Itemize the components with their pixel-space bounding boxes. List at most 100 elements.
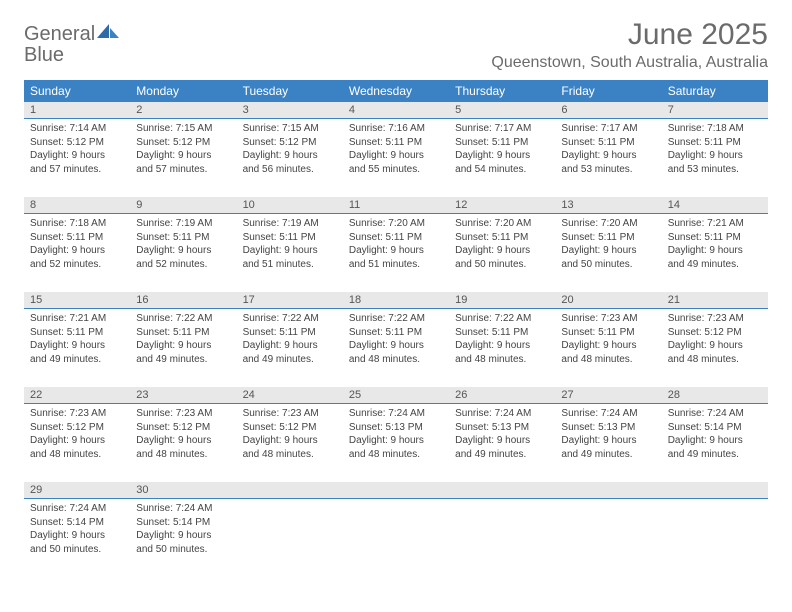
day-number: 25 xyxy=(343,387,449,403)
sunrise-text: Sunrise: 7:23 AM xyxy=(243,407,337,421)
day-number: 22 xyxy=(24,387,130,403)
daylight-text: Daylight: 9 hours xyxy=(349,339,443,353)
sunrise-text: Sunrise: 7:20 AM xyxy=(349,217,443,231)
day-number: 17 xyxy=(237,292,343,308)
weekday-header: Friday xyxy=(555,80,661,102)
daylight-text: and 48 minutes. xyxy=(349,448,443,462)
week-row: Sunrise: 7:21 AMSunset: 5:11 PMDaylight:… xyxy=(24,309,768,387)
day-cell: Sunrise: 7:24 AMSunset: 5:13 PMDaylight:… xyxy=(449,404,555,482)
sunrise-text: Sunrise: 7:22 AM xyxy=(243,312,337,326)
sunrise-text: Sunrise: 7:17 AM xyxy=(561,122,655,136)
day-number: 12 xyxy=(449,197,555,213)
daylight-text: Daylight: 9 hours xyxy=(136,149,230,163)
day-cell: Sunrise: 7:24 AMSunset: 5:14 PMDaylight:… xyxy=(662,404,768,482)
day-number: 14 xyxy=(662,197,768,213)
day-number: 18 xyxy=(343,292,449,308)
week-row: Sunrise: 7:14 AMSunset: 5:12 PMDaylight:… xyxy=(24,119,768,197)
sunrise-text: Sunrise: 7:24 AM xyxy=(455,407,549,421)
day-number: 29 xyxy=(24,482,130,498)
daylight-text: and 49 minutes. xyxy=(561,448,655,462)
location-subtitle: Queenstown, South Australia, Australia xyxy=(491,54,768,72)
week-row: Sunrise: 7:18 AMSunset: 5:11 PMDaylight:… xyxy=(24,214,768,292)
daylight-text: and 53 minutes. xyxy=(561,163,655,177)
day-number xyxy=(662,482,768,498)
day-number: 16 xyxy=(130,292,236,308)
sunset-text: Sunset: 5:13 PM xyxy=(561,421,655,435)
week-row: Sunrise: 7:24 AMSunset: 5:14 PMDaylight:… xyxy=(24,499,768,577)
day-cell: Sunrise: 7:21 AMSunset: 5:11 PMDaylight:… xyxy=(662,214,768,292)
day-cell: Sunrise: 7:16 AMSunset: 5:11 PMDaylight:… xyxy=(343,119,449,197)
calendar-page: General Blue June 2025 Queenstown, South… xyxy=(0,0,792,595)
sunset-text: Sunset: 5:11 PM xyxy=(455,326,549,340)
sunset-text: Sunset: 5:11 PM xyxy=(243,326,337,340)
day-cell: Sunrise: 7:19 AMSunset: 5:11 PMDaylight:… xyxy=(130,214,236,292)
sunset-text: Sunset: 5:14 PM xyxy=(30,516,124,530)
daylight-text: and 50 minutes. xyxy=(455,258,549,272)
daylight-text: and 56 minutes. xyxy=(243,163,337,177)
day-cell xyxy=(343,499,449,577)
day-cell: Sunrise: 7:14 AMSunset: 5:12 PMDaylight:… xyxy=(24,119,130,197)
daylight-text: Daylight: 9 hours xyxy=(349,149,443,163)
daylight-text: and 49 minutes. xyxy=(136,353,230,367)
calendar-grid: Sunday Monday Tuesday Wednesday Thursday… xyxy=(24,80,768,577)
daylight-text: Daylight: 9 hours xyxy=(668,244,762,258)
sunrise-text: Sunrise: 7:20 AM xyxy=(455,217,549,231)
daylight-text: Daylight: 9 hours xyxy=(668,434,762,448)
day-cell: Sunrise: 7:20 AMSunset: 5:11 PMDaylight:… xyxy=(555,214,661,292)
logo-text: General Blue xyxy=(24,24,119,66)
day-number: 24 xyxy=(237,387,343,403)
day-number: 8 xyxy=(24,197,130,213)
sunset-text: Sunset: 5:11 PM xyxy=(668,136,762,150)
daylight-text: and 53 minutes. xyxy=(668,163,762,177)
day-number-row: 2930 xyxy=(24,482,768,499)
day-cell: Sunrise: 7:24 AMSunset: 5:14 PMDaylight:… xyxy=(24,499,130,577)
day-cell: Sunrise: 7:24 AMSunset: 5:13 PMDaylight:… xyxy=(343,404,449,482)
day-number: 26 xyxy=(449,387,555,403)
daylight-text: and 49 minutes. xyxy=(668,258,762,272)
day-cell: Sunrise: 7:22 AMSunset: 5:11 PMDaylight:… xyxy=(130,309,236,387)
day-number: 11 xyxy=(343,197,449,213)
sunrise-text: Sunrise: 7:15 AM xyxy=(243,122,337,136)
day-number: 20 xyxy=(555,292,661,308)
sunrise-text: Sunrise: 7:19 AM xyxy=(136,217,230,231)
daylight-text: and 48 minutes. xyxy=(30,448,124,462)
sunrise-text: Sunrise: 7:19 AM xyxy=(243,217,337,231)
day-number: 28 xyxy=(662,387,768,403)
day-cell: Sunrise: 7:20 AMSunset: 5:11 PMDaylight:… xyxy=(343,214,449,292)
day-number: 6 xyxy=(555,102,661,118)
sunrise-text: Sunrise: 7:17 AM xyxy=(455,122,549,136)
logo: General Blue xyxy=(24,24,119,66)
sunrise-text: Sunrise: 7:23 AM xyxy=(30,407,124,421)
daylight-text: Daylight: 9 hours xyxy=(561,434,655,448)
week-row: Sunrise: 7:23 AMSunset: 5:12 PMDaylight:… xyxy=(24,404,768,482)
day-cell: Sunrise: 7:22 AMSunset: 5:11 PMDaylight:… xyxy=(343,309,449,387)
sunrise-text: Sunrise: 7:23 AM xyxy=(668,312,762,326)
daylight-text: and 50 minutes. xyxy=(30,543,124,557)
daylight-text: and 50 minutes. xyxy=(561,258,655,272)
sunrise-text: Sunrise: 7:18 AM xyxy=(668,122,762,136)
daylight-text: Daylight: 9 hours xyxy=(136,529,230,543)
sunset-text: Sunset: 5:11 PM xyxy=(561,231,655,245)
daylight-text: and 52 minutes. xyxy=(30,258,124,272)
daylight-text: Daylight: 9 hours xyxy=(243,339,337,353)
daylight-text: and 48 minutes. xyxy=(349,353,443,367)
daylight-text: and 49 minutes. xyxy=(243,353,337,367)
sunrise-text: Sunrise: 7:21 AM xyxy=(30,312,124,326)
day-number xyxy=(237,482,343,498)
sunset-text: Sunset: 5:11 PM xyxy=(455,136,549,150)
daylight-text: and 55 minutes. xyxy=(349,163,443,177)
weekday-header: Monday xyxy=(130,80,236,102)
daylight-text: Daylight: 9 hours xyxy=(30,434,124,448)
day-cell: Sunrise: 7:15 AMSunset: 5:12 PMDaylight:… xyxy=(130,119,236,197)
daylight-text: Daylight: 9 hours xyxy=(243,434,337,448)
daylight-text: and 52 minutes. xyxy=(136,258,230,272)
sunrise-text: Sunrise: 7:22 AM xyxy=(455,312,549,326)
sunrise-text: Sunrise: 7:15 AM xyxy=(136,122,230,136)
day-cell: Sunrise: 7:24 AMSunset: 5:14 PMDaylight:… xyxy=(130,499,236,577)
day-number-row: 15161718192021 xyxy=(24,292,768,309)
sunset-text: Sunset: 5:12 PM xyxy=(30,421,124,435)
day-number: 1 xyxy=(24,102,130,118)
sunset-text: Sunset: 5:11 PM xyxy=(455,231,549,245)
weeks-container: 1234567Sunrise: 7:14 AMSunset: 5:12 PMDa… xyxy=(24,102,768,577)
sunrise-text: Sunrise: 7:23 AM xyxy=(136,407,230,421)
